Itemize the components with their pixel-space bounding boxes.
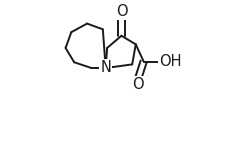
Text: O: O <box>131 77 143 92</box>
Text: O: O <box>115 4 127 19</box>
Text: N: N <box>100 60 111 75</box>
Text: OH: OH <box>159 54 181 69</box>
